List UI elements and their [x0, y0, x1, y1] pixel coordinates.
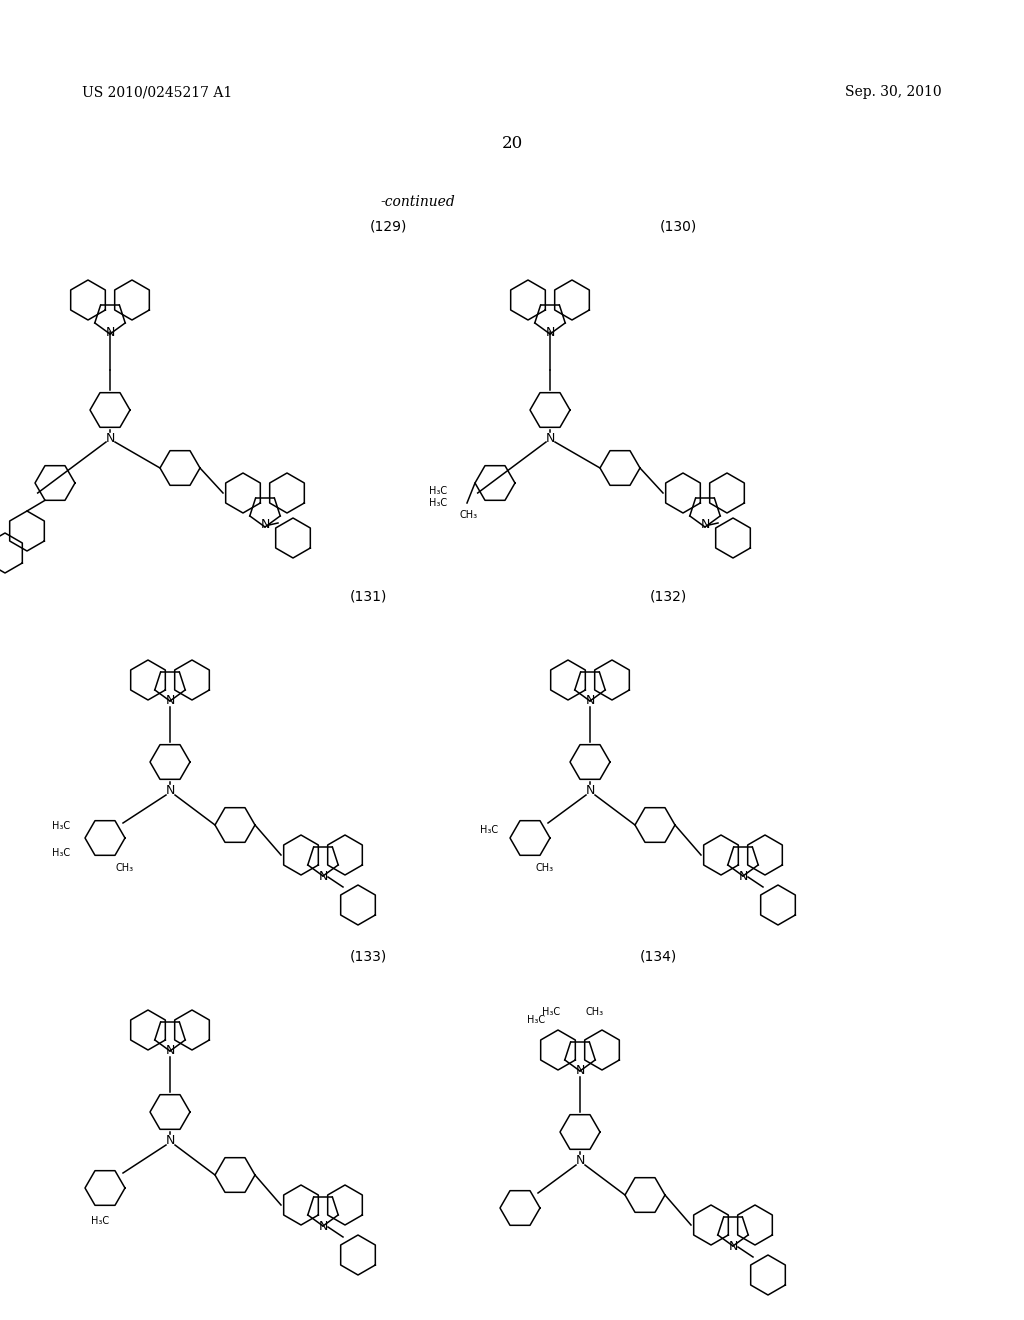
- Text: N: N: [738, 870, 748, 883]
- Text: CH₃: CH₃: [535, 863, 553, 873]
- Text: CH₃: CH₃: [459, 510, 477, 520]
- Text: N: N: [546, 326, 555, 338]
- Text: N: N: [586, 784, 595, 796]
- Text: N: N: [575, 1064, 585, 1077]
- Text: N: N: [165, 1134, 175, 1147]
- Text: (133): (133): [350, 950, 387, 964]
- Text: H₃C: H₃C: [52, 821, 70, 832]
- Text: H₃C: H₃C: [542, 1007, 560, 1016]
- Text: N: N: [318, 1220, 328, 1233]
- Text: (134): (134): [640, 950, 677, 964]
- Text: N: N: [546, 432, 555, 445]
- Text: H₃C: H₃C: [52, 847, 70, 858]
- Text: H₃C: H₃C: [429, 486, 447, 496]
- Text: N: N: [318, 870, 328, 883]
- Text: N: N: [586, 694, 595, 708]
- Text: (131): (131): [350, 590, 387, 605]
- Text: N: N: [728, 1239, 737, 1253]
- Text: N: N: [575, 1154, 585, 1167]
- Text: N: N: [260, 519, 269, 532]
- Text: 20: 20: [502, 135, 522, 152]
- Text: H₃C: H₃C: [91, 1216, 110, 1226]
- Text: N: N: [105, 432, 115, 445]
- Text: (129): (129): [370, 220, 408, 234]
- Text: (130): (130): [660, 220, 697, 234]
- Text: N: N: [165, 1044, 175, 1057]
- Text: US 2010/0245217 A1: US 2010/0245217 A1: [82, 84, 232, 99]
- Text: Sep. 30, 2010: Sep. 30, 2010: [846, 84, 942, 99]
- Text: N: N: [165, 694, 175, 708]
- Text: N: N: [700, 519, 710, 532]
- Text: N: N: [105, 326, 115, 338]
- Text: N: N: [165, 784, 175, 796]
- Text: CH₃: CH₃: [115, 863, 133, 873]
- Text: -continued: -continued: [380, 195, 455, 209]
- Text: H₃C: H₃C: [429, 498, 447, 508]
- Text: H₃C: H₃C: [527, 1015, 545, 1026]
- Text: CH₃: CH₃: [585, 1007, 603, 1016]
- Text: H₃C: H₃C: [480, 825, 498, 836]
- Text: (132): (132): [650, 590, 687, 605]
